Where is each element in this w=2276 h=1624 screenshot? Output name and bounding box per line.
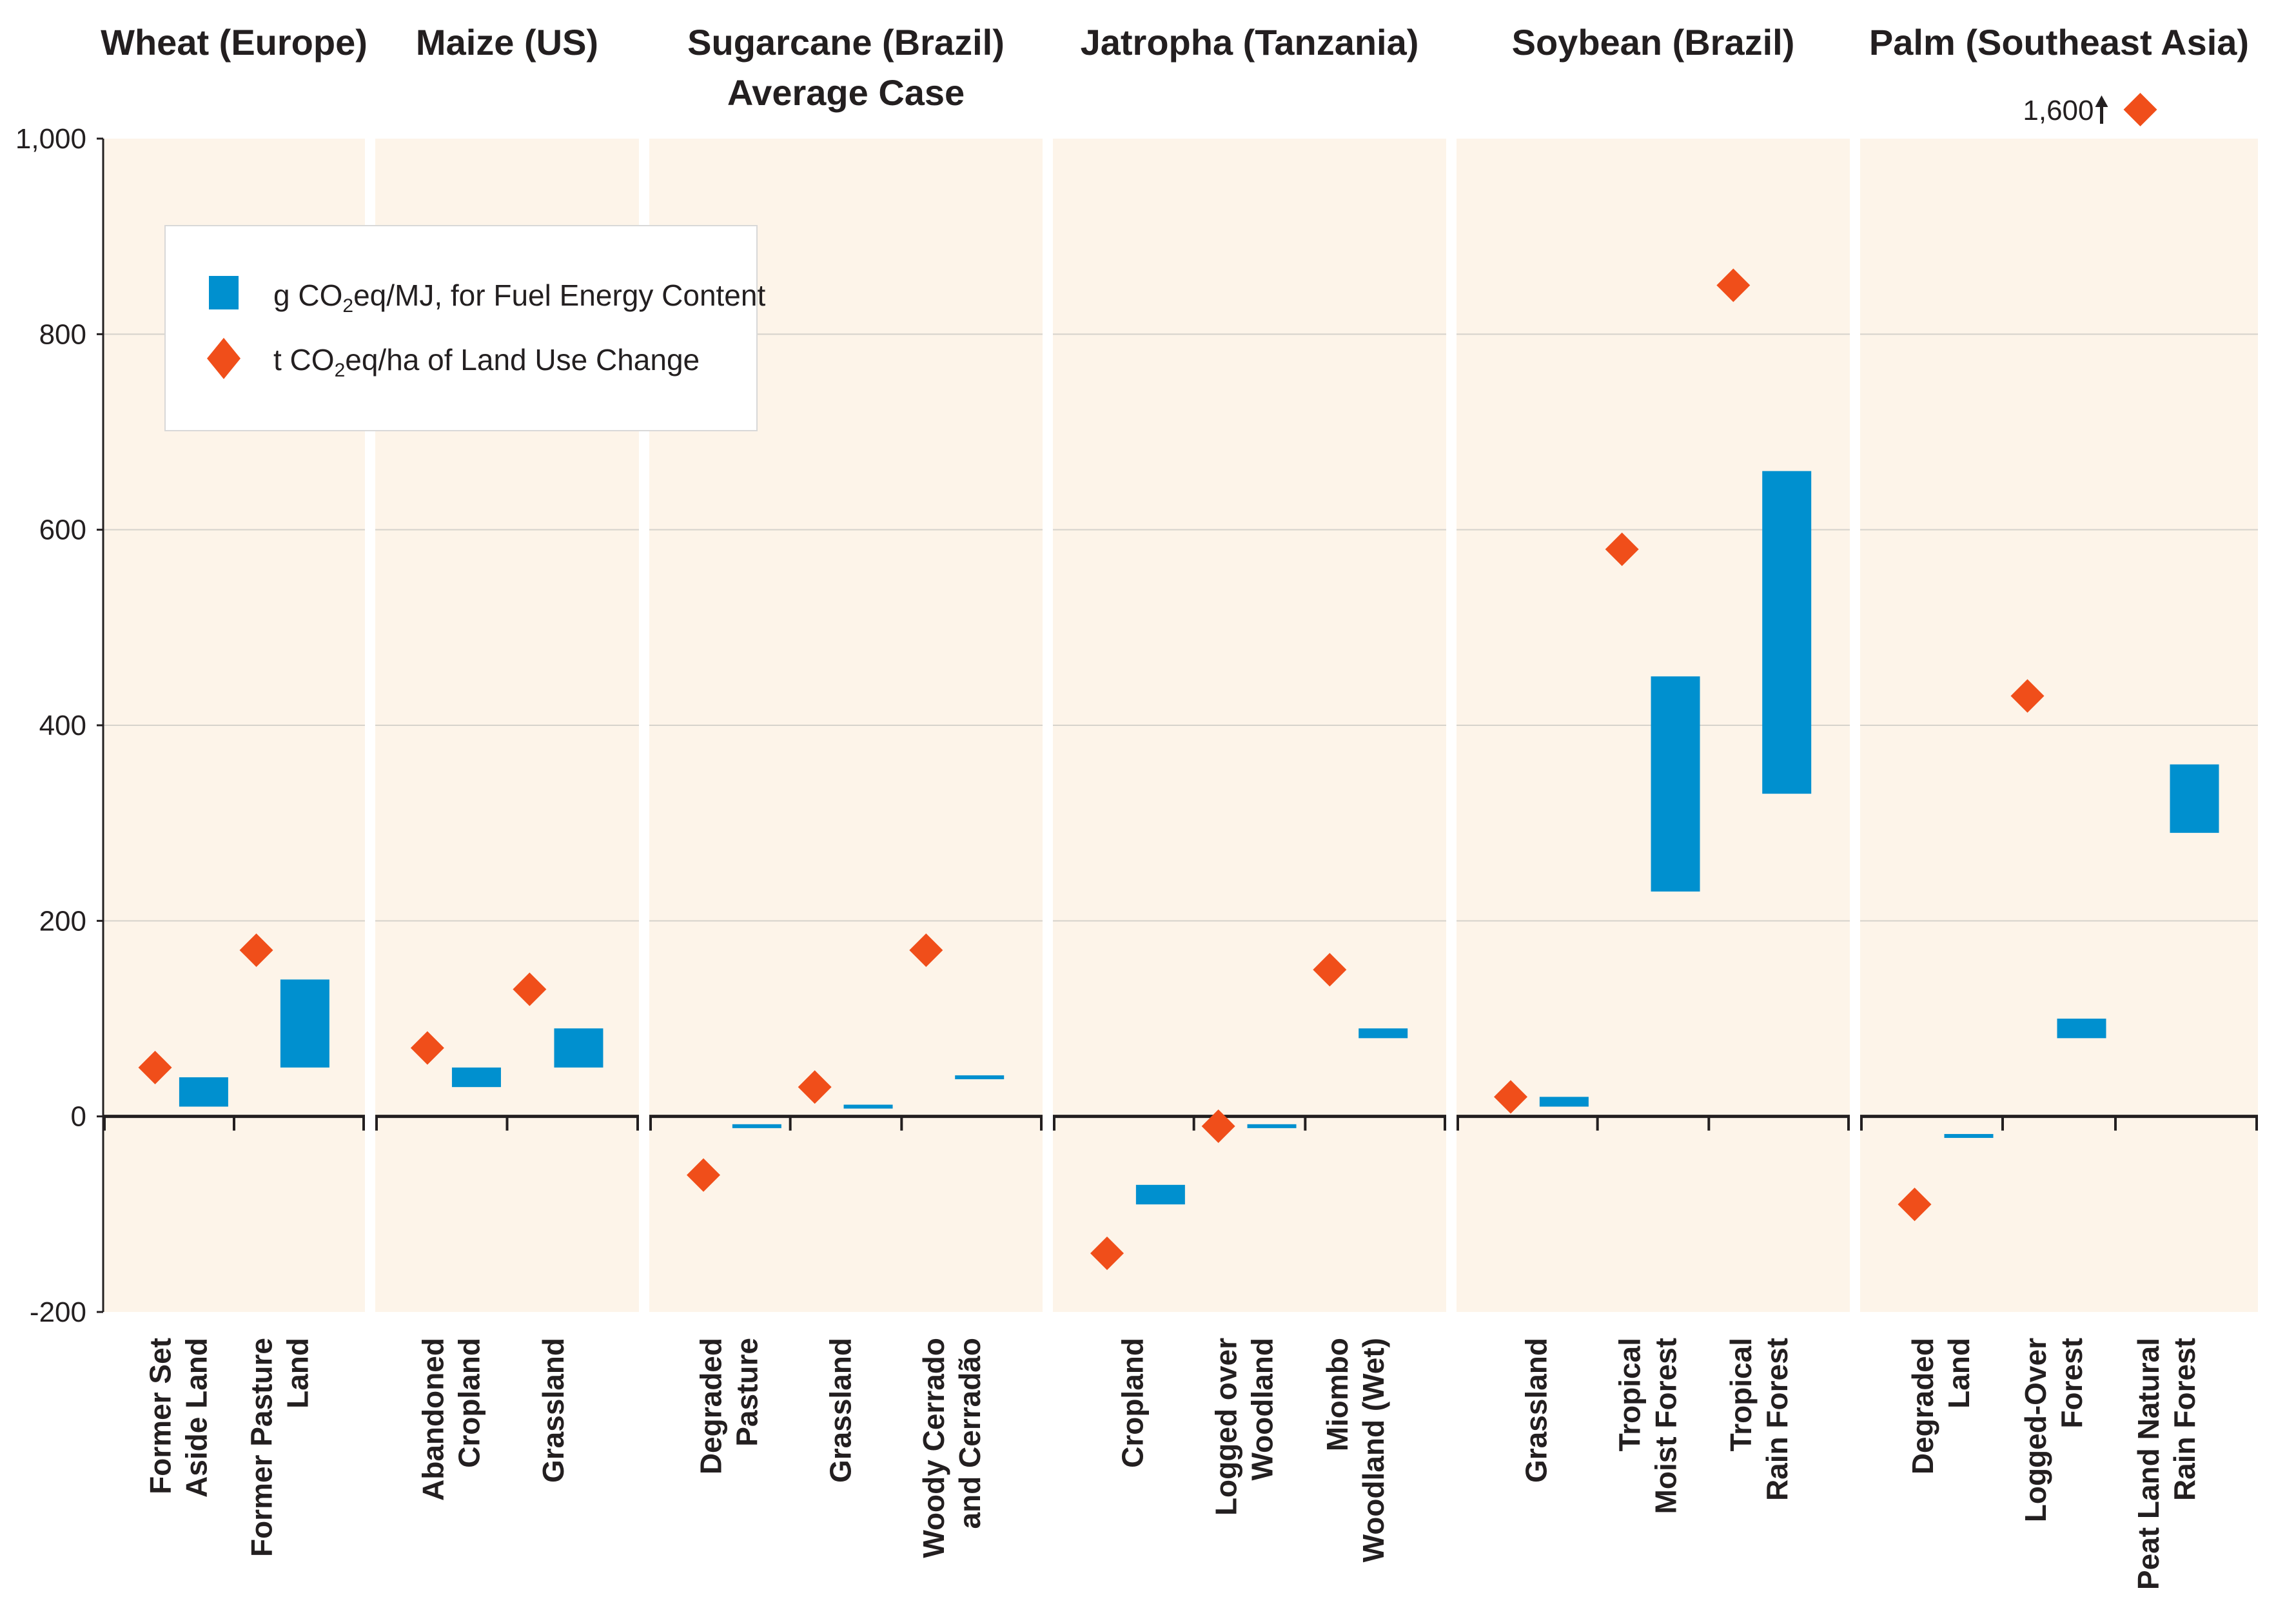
range-bar: [955, 1075, 1005, 1080]
diamond-marker: [1605, 533, 1639, 566]
category-label: Degraded: [1906, 1338, 1939, 1474]
range-bar: [1944, 1133, 1994, 1139]
diamond-marker: [1201, 1109, 1235, 1143]
labels-layer: Wheat (Europe) Former Set Aside Land Former…: [15, 22, 2249, 1590]
category-label: Miombo: [1320, 1338, 1354, 1451]
range-bar: [179, 1077, 228, 1107]
category-label: Land: [281, 1338, 315, 1409]
category-label: Aside Land: [180, 1338, 213, 1498]
y-tick-label: 200: [39, 905, 86, 937]
category-label: Peat Land Natural: [2132, 1338, 2165, 1590]
category-label: Cropland: [452, 1338, 486, 1468]
category-label: and Cerradão: [953, 1338, 986, 1529]
category-label: Grassland: [823, 1338, 857, 1483]
category-label: Former Pasture: [245, 1338, 279, 1557]
range-bar: [1135, 1184, 1185, 1205]
category-label: Woodland (Wet): [1357, 1338, 1390, 1562]
group-title: Jatropha (Tanzania): [1081, 22, 1419, 63]
category-label: Grassland: [1520, 1338, 1553, 1483]
bars-layer: [179, 471, 2219, 1205]
range-bar: [1651, 676, 1700, 892]
diamond-marker: [2010, 679, 2045, 713]
diamond-marker: [410, 1031, 444, 1065]
legend-label-part: eq/ha of Land Use Change: [345, 343, 700, 377]
off-scale-arrow-head: [2095, 95, 2108, 107]
diamond-marker: [1898, 1188, 1932, 1222]
range-bar: [2170, 764, 2219, 833]
diamond-marker: [138, 1050, 172, 1084]
range-bar: [2057, 1019, 2106, 1039]
diamond-marker: [1716, 268, 1751, 302]
legend-label-subscript: 2: [342, 295, 353, 317]
legend-label-part: eq/MJ, for Fuel Energy Content: [353, 279, 765, 312]
legend-label-subscript: 2: [335, 360, 346, 381]
diamond-marker: [513, 972, 547, 1006]
range-bar: [732, 1124, 781, 1128]
category-label: Logged over: [1209, 1338, 1242, 1516]
legend-label-part: t CO: [273, 343, 335, 377]
range-bar: [554, 1028, 603, 1068]
legend-box: [164, 225, 758, 431]
range-bar: [451, 1067, 501, 1088]
category-label: Pasture: [731, 1338, 764, 1447]
diamond-marker: [686, 1158, 720, 1192]
legend-label: g CO2eq/MJ, for Fuel Energy Content: [273, 279, 765, 317]
y-tick-label: 1,000: [15, 123, 86, 155]
range-bar: [1539, 1097, 1589, 1107]
y-tick-label: 600: [39, 514, 86, 546]
diamond-marker: [798, 1070, 832, 1104]
category-label: Rain Forest: [2168, 1338, 2201, 1501]
category-label: Logged-Over: [2019, 1338, 2052, 1522]
diamond-marker: [1493, 1080, 1527, 1114]
category-label: Former Set: [144, 1338, 177, 1494]
category-label: Woody Cerrado: [917, 1338, 950, 1558]
group-title: Sugarcane (Brazil): [687, 22, 1005, 63]
range-bar: [1762, 471, 1812, 794]
category-label: Forest: [2055, 1338, 2088, 1429]
y-tick-label: 0: [71, 1101, 86, 1133]
diamond-marker: [1313, 953, 1347, 987]
group-title: Wheat (Europe): [101, 22, 368, 63]
diamond-marker: [2123, 93, 2157, 126]
diamonds-layer: [138, 93, 2157, 1270]
diamond-marker: [239, 933, 273, 967]
group-title: Maize (US): [416, 22, 598, 63]
range-bar: [843, 1104, 893, 1109]
range-bar: [280, 979, 329, 1068]
axes-layer: [97, 137, 2258, 1313]
legend-bar-swatch: [209, 276, 239, 309]
category-label: Grassland: [536, 1338, 570, 1483]
y-tick-label: 800: [39, 318, 86, 350]
group-title: Average Case: [727, 72, 965, 113]
diamond-marker: [909, 933, 943, 967]
category-label: Degraded: [694, 1338, 728, 1474]
category-label: Woodland: [1245, 1338, 1279, 1480]
legend-label: t CO2eq/ha of Land Use Change: [273, 343, 700, 381]
category-label: Moist Forest: [1649, 1338, 1682, 1514]
off-scale-value-label: 1,600: [2023, 95, 2094, 126]
range-bar: [1247, 1124, 1297, 1128]
category-label: Abandoned: [416, 1338, 449, 1501]
group-title: Soybean (Brazil): [1512, 22, 1795, 63]
y-tick-label: -200: [30, 1296, 86, 1328]
legend-label-part: g CO: [273, 279, 342, 312]
y-tick-label: 400: [39, 710, 86, 741]
diamond-marker: [1090, 1237, 1124, 1270]
category-label: Rain Forest: [1760, 1338, 1794, 1501]
category-label: Cropland: [1116, 1338, 1150, 1468]
range-bar: [1359, 1028, 1408, 1039]
legend-diamond-swatch: [207, 338, 240, 379]
category-label: Tropical: [1613, 1338, 1646, 1451]
group-title: Palm (Southeast Asia): [1869, 22, 2249, 63]
category-label: Land: [1942, 1338, 1976, 1409]
category-label: Tropical: [1724, 1338, 1758, 1451]
